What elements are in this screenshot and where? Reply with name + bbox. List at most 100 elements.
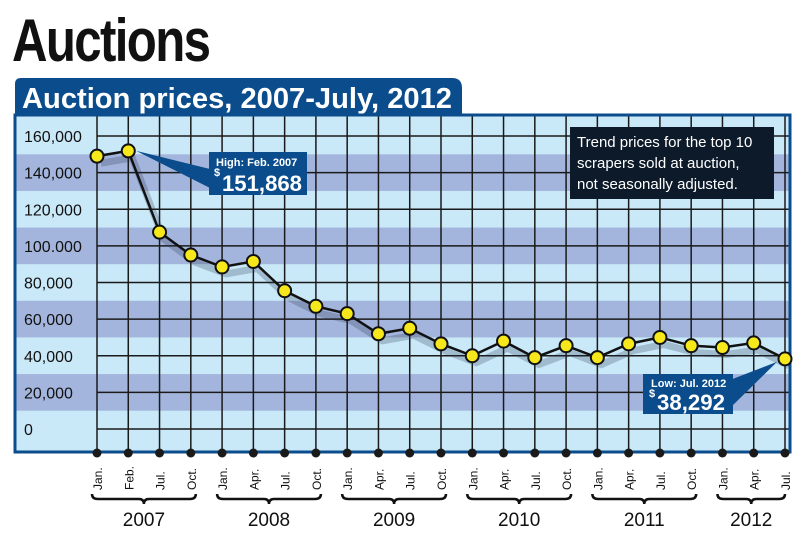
y-tick-label: 100.000 bbox=[24, 239, 82, 256]
plot-frame bbox=[13, 113, 792, 454]
data-point-21 bbox=[746, 335, 762, 351]
high-callout-label: High: Feb. 2007 bbox=[216, 157, 297, 169]
data-point-1 bbox=[120, 143, 136, 159]
year-brace bbox=[466, 493, 573, 505]
x-tick-mark bbox=[624, 448, 634, 458]
year-label: 2009 bbox=[373, 510, 415, 531]
y-tick-label: 80,000 bbox=[24, 276, 73, 293]
high-callout-pointer bbox=[136, 150, 214, 190]
x-tick-mark bbox=[467, 448, 477, 458]
year-label: 2007 bbox=[123, 510, 165, 531]
x-tick-label: Apr. bbox=[748, 469, 762, 490]
x-tick-mark bbox=[155, 448, 165, 458]
year-label: 2011 bbox=[624, 510, 665, 531]
data-point-10 bbox=[402, 320, 418, 336]
x-tick-label: Oct. bbox=[685, 468, 699, 490]
x-tick-mark bbox=[123, 448, 133, 458]
x-tick-label: Jul. bbox=[154, 471, 168, 490]
note-line: scrapers sold at auction, bbox=[577, 155, 740, 172]
data-point-9 bbox=[370, 326, 386, 342]
data-point-22 bbox=[777, 351, 793, 367]
x-tick-label: Apr. bbox=[623, 469, 637, 490]
low-callout-pointer bbox=[730, 361, 777, 408]
year-label: 2012 bbox=[730, 510, 772, 531]
low-callout-currency: $ bbox=[649, 388, 655, 400]
high-callout-box bbox=[209, 152, 307, 195]
data-point-4 bbox=[214, 259, 230, 275]
data-point-5 bbox=[245, 253, 261, 269]
year-brace bbox=[215, 493, 323, 505]
x-tick-mark bbox=[405, 448, 415, 458]
data-point-3 bbox=[183, 247, 199, 263]
x-tick-mark bbox=[749, 448, 759, 458]
x-tick-label: Feb. bbox=[122, 466, 136, 490]
data-point-18 bbox=[652, 329, 668, 345]
data-point-12 bbox=[464, 348, 480, 364]
x-tick-label: Apr. bbox=[372, 469, 386, 490]
chart-title: Auction prices, 2007-July, 2012 bbox=[22, 83, 452, 115]
data-point-20 bbox=[714, 340, 730, 356]
data-point-8 bbox=[339, 306, 355, 322]
y-tick-label: 160,000 bbox=[24, 129, 82, 146]
low-callout-value: 38,292 bbox=[657, 390, 725, 415]
data-point-7 bbox=[308, 298, 324, 314]
x-tick-mark bbox=[436, 448, 446, 458]
x-tick-label: Jan. bbox=[591, 467, 605, 490]
year-brace bbox=[716, 493, 787, 505]
x-tick-label: Oct. bbox=[185, 468, 199, 490]
x-tick-label: Jul. bbox=[654, 471, 668, 490]
x-tick-mark bbox=[92, 448, 102, 458]
data-point-17 bbox=[621, 336, 637, 352]
x-tick-label: Jan. bbox=[341, 467, 355, 490]
x-tick-label: Oct. bbox=[560, 468, 574, 490]
y-tick-label: 0 bbox=[24, 422, 33, 439]
x-tick-label: Oct. bbox=[435, 468, 449, 490]
x-tick-mark bbox=[561, 448, 571, 458]
note-background bbox=[570, 127, 774, 199]
x-tick-label: Jan. bbox=[716, 467, 730, 490]
x-tick-mark bbox=[592, 448, 602, 458]
note-line: not seasonally adjusted. bbox=[577, 176, 738, 193]
y-tick-label: 140,000 bbox=[24, 166, 82, 183]
high-callout-value: 151,868 bbox=[222, 171, 302, 196]
x-tick-mark bbox=[217, 448, 227, 458]
x-tick-label: Jul. bbox=[529, 471, 543, 490]
x-tick-label: Oct. bbox=[310, 468, 324, 490]
data-point-14 bbox=[527, 350, 543, 366]
y-tick-label: 120,000 bbox=[24, 202, 82, 219]
x-tick-mark bbox=[342, 448, 352, 458]
data-point-2 bbox=[152, 224, 168, 240]
data-point-11 bbox=[433, 336, 449, 352]
x-tick-label: Jan. bbox=[91, 467, 105, 490]
y-tick-label: 20,000 bbox=[24, 385, 73, 402]
x-tick-mark bbox=[373, 448, 383, 458]
x-tick-label: Jan. bbox=[216, 467, 230, 490]
x-tick-label: Jul. bbox=[279, 471, 293, 490]
x-tick-label: Jan. bbox=[466, 467, 480, 490]
low-callout-label: Low: Jul. 2012 bbox=[651, 378, 726, 390]
x-tick-mark bbox=[655, 448, 665, 458]
x-tick-mark bbox=[248, 448, 258, 458]
data-point-6 bbox=[277, 283, 293, 299]
year-brace bbox=[591, 493, 698, 505]
x-tick-mark bbox=[717, 448, 727, 458]
year-brace bbox=[90, 493, 198, 505]
low-callout-box bbox=[643, 374, 733, 414]
title-tab bbox=[15, 78, 462, 115]
x-tick-mark bbox=[530, 448, 540, 458]
data-point-16 bbox=[589, 350, 605, 366]
y-tick-label: 60,000 bbox=[24, 312, 73, 329]
data-point-13 bbox=[496, 333, 512, 349]
note-line: Trend prices for the top 10 bbox=[577, 134, 752, 151]
high-callout-currency: $ bbox=[214, 167, 220, 179]
x-tick-label: Jul. bbox=[404, 471, 418, 490]
data-point-0 bbox=[89, 148, 105, 164]
data-point-15 bbox=[558, 338, 574, 354]
headline: Auctions bbox=[12, 7, 211, 74]
x-tick-mark bbox=[311, 448, 321, 458]
year-brace bbox=[340, 493, 448, 505]
data-point-19 bbox=[683, 338, 699, 354]
x-tick-label: Jul. bbox=[779, 471, 793, 490]
x-tick-mark bbox=[686, 448, 696, 458]
